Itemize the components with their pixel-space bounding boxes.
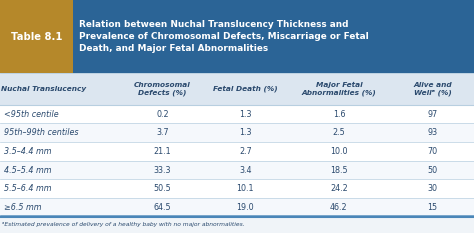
Text: ≥6.5 mm: ≥6.5 mm: [4, 203, 41, 212]
Text: 64.5: 64.5: [154, 203, 171, 212]
FancyBboxPatch shape: [0, 0, 73, 73]
Text: 95th–99th centiles: 95th–99th centiles: [4, 128, 78, 137]
Text: 50: 50: [428, 166, 438, 175]
Text: 15: 15: [428, 203, 438, 212]
FancyBboxPatch shape: [0, 161, 474, 179]
Text: 2.5: 2.5: [333, 128, 345, 137]
Text: 93: 93: [428, 128, 438, 137]
Text: 1.3: 1.3: [239, 128, 252, 137]
Text: <95th centile: <95th centile: [4, 110, 58, 119]
Text: 24.2: 24.2: [330, 184, 348, 193]
Text: 18.5: 18.5: [330, 166, 348, 175]
FancyBboxPatch shape: [0, 123, 474, 142]
Text: 21.1: 21.1: [154, 147, 171, 156]
Text: Fetal Death (%): Fetal Death (%): [213, 86, 278, 93]
FancyBboxPatch shape: [0, 105, 474, 123]
Text: 19.0: 19.0: [237, 203, 254, 212]
Text: 3.5–4.4 mm: 3.5–4.4 mm: [4, 147, 51, 156]
FancyBboxPatch shape: [0, 0, 474, 73]
Text: 97: 97: [428, 110, 438, 119]
FancyBboxPatch shape: [0, 73, 474, 105]
Text: Table 8.1: Table 8.1: [11, 32, 63, 42]
FancyBboxPatch shape: [0, 217, 474, 233]
Text: 10.0: 10.0: [330, 147, 347, 156]
Text: 4.5–5.4 mm: 4.5–5.4 mm: [4, 166, 51, 175]
Text: Alive and
Wellᵃ (%): Alive and Wellᵃ (%): [413, 82, 452, 96]
Text: 1.6: 1.6: [333, 110, 345, 119]
Text: 46.2: 46.2: [330, 203, 348, 212]
Text: 2.7: 2.7: [239, 147, 252, 156]
Text: Relation between Nuchal Translucency Thickness and
Prevalence of Chromosomal Def: Relation between Nuchal Translucency Thi…: [79, 20, 369, 53]
Text: 5.5–6.4 mm: 5.5–6.4 mm: [4, 184, 51, 193]
Text: Major Fetal
Abnormalities (%): Major Fetal Abnormalities (%): [301, 82, 376, 96]
Text: 1.3: 1.3: [239, 110, 252, 119]
Text: 3.7: 3.7: [156, 128, 169, 137]
Text: Nuchal Translucency: Nuchal Translucency: [1, 86, 86, 92]
Text: 33.3: 33.3: [154, 166, 171, 175]
Text: 3.4: 3.4: [239, 166, 252, 175]
Text: 70: 70: [428, 147, 438, 156]
Text: 50.5: 50.5: [154, 184, 171, 193]
FancyBboxPatch shape: [0, 142, 474, 161]
Text: 30: 30: [428, 184, 438, 193]
Text: 10.1: 10.1: [237, 184, 254, 193]
Text: Chromosomal
Defects (%): Chromosomal Defects (%): [134, 82, 191, 96]
Text: 0.2: 0.2: [156, 110, 169, 119]
Text: ᵃEstimated prevalence of delivery of a healthy baby with no major abnormalities.: ᵃEstimated prevalence of delivery of a h…: [2, 222, 245, 227]
FancyBboxPatch shape: [0, 179, 474, 198]
FancyBboxPatch shape: [0, 198, 474, 217]
